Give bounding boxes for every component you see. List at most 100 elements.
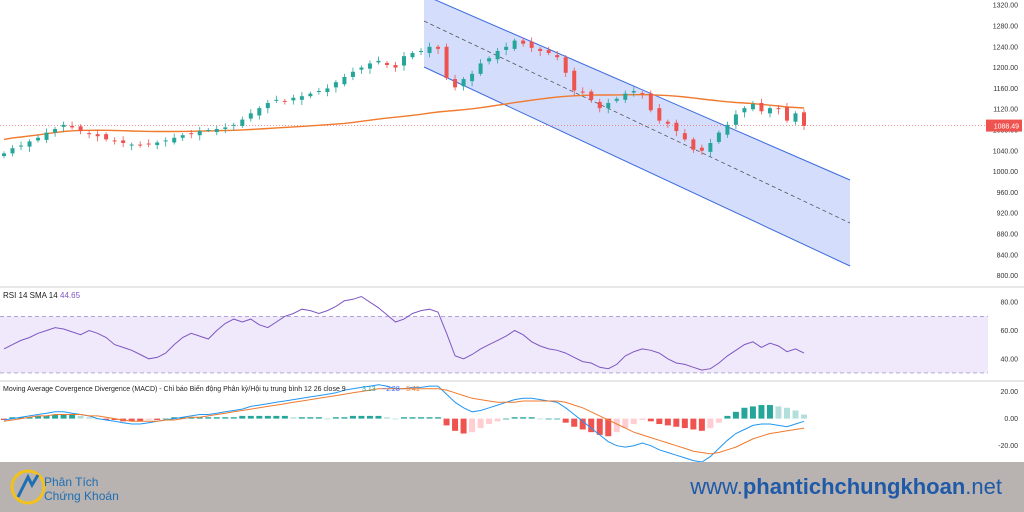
macd-histogram-bar	[520, 417, 527, 419]
candle-body	[487, 58, 492, 62]
candle-body	[708, 143, 713, 152]
candle-body	[274, 99, 279, 101]
macd-histogram-bar	[792, 410, 799, 419]
price-axis: 1320.00 1280.00 1240.00 1200.00 1160.00 1120.…	[0, 3, 1024, 382]
rsi-pane: RSI 14 SMA 14 44.65 80.00 60.00 40.00	[0, 291, 1018, 374]
candle-body	[597, 101, 602, 109]
candle-body	[2, 153, 6, 156]
last-price-badge	[986, 119, 1022, 132]
candle-body	[359, 67, 364, 70]
candle-body	[333, 82, 338, 88]
macd-histogram-bar	[732, 411, 739, 419]
macd-histogram-bar	[562, 418, 569, 423]
macd-histogram-bar	[103, 418, 110, 420]
macd-histogram-bar	[571, 418, 578, 427]
candle-body	[197, 131, 202, 136]
macd-histogram-bar	[639, 418, 646, 420]
macd-tick-label: 20.00	[1000, 389, 1018, 396]
price-tick-label: 1240.00	[993, 44, 1018, 51]
price-tick-label: 1120.00	[993, 107, 1018, 114]
macd-histogram-bar	[664, 418, 671, 426]
macd-histogram-bar	[290, 417, 297, 419]
macd-pane: Moving Average Covergence Divergence (MA…	[1, 384, 1018, 462]
candle-body	[308, 93, 313, 97]
brand-name-line2: Chứng Khoán	[44, 489, 119, 503]
candle-body	[793, 113, 798, 122]
candle-body	[53, 128, 58, 133]
macd-histogram-bar	[545, 418, 552, 420]
macd-histogram-bar	[749, 406, 756, 419]
macd-tick-label: -20.00	[998, 443, 1018, 450]
candle-body	[19, 145, 24, 147]
macd-histogram-bar	[18, 417, 25, 419]
macd-histogram-bar	[179, 417, 186, 419]
candle-body	[521, 40, 526, 44]
macd-histogram-bar	[588, 418, 595, 433]
candle-body	[214, 128, 219, 133]
macd-histogram-bar	[613, 418, 620, 433]
macd-histogram-bar	[145, 418, 152, 420]
url-domain: phantichchungkhoan	[742, 474, 966, 499]
price-tick-label: 960.00	[997, 190, 1019, 197]
macd-histogram-bar	[324, 418, 331, 420]
macd-histogram-bar	[383, 417, 390, 419]
candle-body	[589, 91, 594, 100]
macd-histogram-bar	[801, 414, 807, 419]
macd-title: Moving Average Covergence Divergence (MA…	[3, 384, 346, 393]
website-link[interactable]: www.phantichchungkhoan.net	[690, 474, 1002, 500]
macd-histogram-bar	[783, 407, 790, 419]
candle-body	[393, 65, 398, 68]
price-tick-label: 1280.00	[993, 24, 1018, 31]
macd-histogram-bar	[273, 415, 280, 419]
macd-histogram-bar	[460, 418, 467, 434]
macd-histogram-bar	[69, 414, 76, 419]
macd-histogram-bar	[690, 418, 697, 430]
macd-histogram-bar	[307, 417, 314, 419]
candle-body	[461, 79, 466, 87]
candle-body	[725, 124, 730, 135]
macd-histogram-bar	[715, 418, 722, 423]
candle-body	[699, 147, 704, 151]
macd-histogram-bar	[511, 417, 518, 419]
rsi-band-fill	[0, 316, 988, 373]
candle-body	[657, 108, 662, 121]
macd-histogram-bar	[375, 415, 382, 419]
macd-histogram-bar	[392, 418, 399, 420]
candle-body	[750, 104, 755, 110]
macd-histogram-bar	[554, 418, 561, 420]
rsi-line	[3, 295, 805, 371]
candle-body	[36, 137, 41, 141]
macd-histogram-bar	[52, 414, 59, 419]
macd-histogram-bar	[256, 415, 263, 419]
macd-histogram-bar	[60, 414, 67, 419]
candle-body	[648, 93, 653, 111]
macd-tick-label: 0.00	[1004, 416, 1018, 423]
macd-histogram-bar	[775, 406, 782, 419]
macd-histogram-bar	[758, 405, 765, 419]
candle-body	[180, 135, 185, 138]
candle-body	[367, 63, 372, 69]
candle-body	[691, 139, 696, 150]
candle-body	[546, 49, 551, 54]
candle-body	[376, 60, 381, 63]
rsi-tick-label: 40.00	[1000, 356, 1018, 363]
macd-histogram-bar	[435, 417, 442, 419]
candle-body	[112, 140, 117, 142]
price-tick-label: 840.00	[997, 252, 1019, 259]
macd-histogram-bar	[596, 418, 603, 435]
macd-histogram-bar	[264, 415, 271, 419]
candle-body	[802, 112, 806, 126]
candle-body	[316, 91, 321, 92]
candle-body	[529, 41, 534, 48]
footer-banner: Phân Tích Chứng Khoán www.phantichchungk…	[0, 462, 1024, 512]
candle-body	[146, 143, 151, 145]
macd-histogram-bar	[537, 418, 544, 420]
macd-histogram-bar	[469, 418, 476, 433]
macd-histogram-bar	[213, 417, 220, 419]
macd-histogram-bar	[111, 418, 118, 420]
macd-histogram-bar	[162, 418, 169, 420]
macd-histogram-bar	[26, 417, 33, 419]
macd-histogram-bar	[349, 415, 356, 419]
candle-body	[444, 46, 449, 78]
price-tick-label: 1320.00	[993, 3, 1018, 10]
